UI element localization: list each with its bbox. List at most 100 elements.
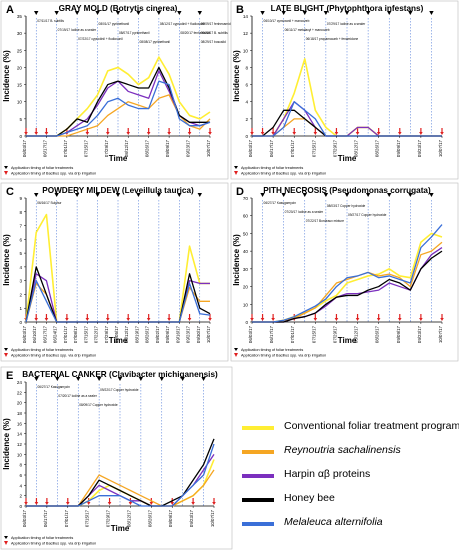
drip-marker-head [212, 502, 216, 505]
y-tick-label: 0 [19, 134, 22, 139]
application-annotation: 08/20/17 fenhexamid [180, 31, 210, 35]
foliar-marker [95, 11, 100, 15]
y-tick-label: 8 [19, 463, 22, 468]
panel-letter: A [6, 4, 14, 16]
x-tick-label: 07/29/17 [332, 139, 337, 157]
drip-marker-head [187, 132, 192, 135]
x-tick-label: 07/15/17 [311, 325, 316, 343]
legend-label-harpin: Harpin αβ proteins [284, 468, 371, 480]
legend-label-melaleuca: Melaleuca alternifolia [284, 516, 383, 528]
x-tick-label: 07/01/17 [64, 509, 69, 527]
application-annotation: 06/27/17 Kasugamycin [264, 201, 297, 205]
foliar-marker [387, 193, 392, 197]
drip-marker-head [260, 318, 265, 321]
drip-marker-head [334, 132, 339, 135]
note-foliar-marker [4, 348, 8, 351]
note-foliar: Application timing of foliar treatments [11, 536, 73, 540]
drip-marker-head [146, 318, 151, 321]
note-foliar: Application timing of foliar treatments [241, 348, 303, 352]
y-tick-label: 12 [17, 442, 23, 447]
panel-letter: B [236, 4, 244, 16]
x-axis-label: Time [338, 154, 357, 163]
drip-marker-head [34, 502, 39, 505]
y-tick-label: 8 [245, 65, 248, 70]
foliar-marker [387, 11, 392, 15]
x-tick-label: 09/16/17 [175, 325, 180, 343]
series-line-harpin [252, 101, 442, 137]
x-tick-label: 10/07/17 [438, 325, 443, 343]
x-tick-label: 07/15/17 [311, 139, 316, 157]
application-annotation: 06/18/17 propamocarb + fenamidone [306, 37, 359, 41]
application-annotation: 09/22/17 B. subtilis [201, 31, 228, 35]
foliar-marker [74, 11, 80, 15]
y-tick-label: 4 [19, 265, 22, 270]
x-axis-label: Time [109, 154, 128, 163]
drip-marker-head [334, 318, 339, 321]
panel-letter: C [6, 186, 14, 198]
x-tick-label: 09/09/17 [168, 509, 173, 527]
panel-border [0, 0, 229, 180]
foliar-marker [115, 11, 121, 15]
foliar-marker [344, 193, 350, 197]
series-line-honeybee [26, 66, 210, 137]
drip-marker-head [149, 502, 154, 505]
application-annotation: 09/22/17 Copper hydroxide [100, 388, 139, 392]
drip-marker-head [397, 132, 402, 135]
drip-marker-head [250, 318, 254, 321]
x-tick-label: 08/12/17 [124, 325, 129, 343]
foliar-marker [76, 377, 81, 381]
x-tick-label: 07/01/17 [63, 139, 68, 157]
foliar-marker [34, 193, 39, 197]
x-tick-label: 07/01/17 [290, 139, 295, 157]
foliar-marker [408, 193, 413, 197]
drip-marker-head [65, 502, 70, 505]
application-annotation: 06/11/17 metalaxyl + mancozeb [285, 28, 330, 32]
drip-marker-head [34, 132, 39, 135]
drip-marker-head [34, 318, 39, 321]
drip-marker-head [86, 502, 91, 505]
application-annotation: 08/09/17 Copper hydroxide [79, 403, 118, 407]
y-tick-label: 2 [19, 494, 22, 499]
note-drip: Application timing of Bacillus spp. via … [11, 542, 96, 546]
legend-label-conventional: Conventional foliar treatment program [284, 420, 459, 432]
drip-marker-head [187, 318, 192, 321]
x-tick-label: 06/03/17 [22, 325, 27, 343]
panel-e: E BACTERIAL CANKER (Clavibacter michigane… [0, 366, 233, 550]
panel-a: A GRAY MOLD (Botrytis cinerea) 0 5 10 15 20 25 3… [0, 0, 231, 180]
x-tick-label: 08/12/17 [126, 509, 131, 527]
x-tick-label: 07/01/17 [63, 325, 68, 343]
y-tick-label: 10 [17, 100, 23, 105]
y-tick-label: 14 [243, 14, 249, 19]
note-foliar-marker [234, 348, 238, 351]
panel-border [230, 0, 459, 180]
x-tick-label: 10/07/17 [206, 139, 211, 157]
drip-marker-head [376, 318, 381, 321]
application-annotation: 09/09/17 fenhexamid [201, 22, 231, 26]
y-axis-label: Incidence (%) [2, 234, 11, 286]
legend-item-reynoutria: Reynoutria sachalinensis [238, 440, 458, 464]
note-drip: Application timing of Bacillus spp. via … [241, 354, 326, 358]
application-annotation: 06/16/17 Sulphur [37, 201, 62, 205]
y-tick-label: 10 [243, 48, 249, 53]
x-tick-label: 07/22/17 [94, 325, 99, 343]
x-tick-label: 07/08/17 [73, 325, 78, 343]
foliar-marker [260, 193, 265, 197]
x-axis-label: Time [111, 524, 130, 533]
legend: Conventional foliar treatment program Re… [238, 416, 459, 536]
drip-marker-head [128, 502, 133, 505]
foliar-marker [136, 193, 141, 197]
application-annotation: 08/07/17 pyrimethanil [119, 31, 150, 35]
y-tick-label: 0 [19, 504, 22, 509]
x-tick-label: 09/09/17 [165, 139, 170, 157]
foliar-marker [323, 11, 329, 15]
drip-marker-head [355, 318, 360, 321]
x-tick-label: 07/01/17 [290, 325, 295, 343]
panel-letter: D [236, 186, 244, 198]
panel-b: B LATE BLIGHT (Phytophthora infestans) 0 2 4… [230, 0, 459, 180]
x-tick-label: 07/15/17 [85, 509, 90, 527]
legend-item-honeybee: Honey bee [238, 488, 458, 512]
foliar-marker [96, 377, 102, 381]
application-annotation: 08/01/17 pyrimethanil [99, 22, 130, 26]
drip-marker-head [146, 132, 151, 135]
y-tick-label: 16 [17, 421, 23, 426]
